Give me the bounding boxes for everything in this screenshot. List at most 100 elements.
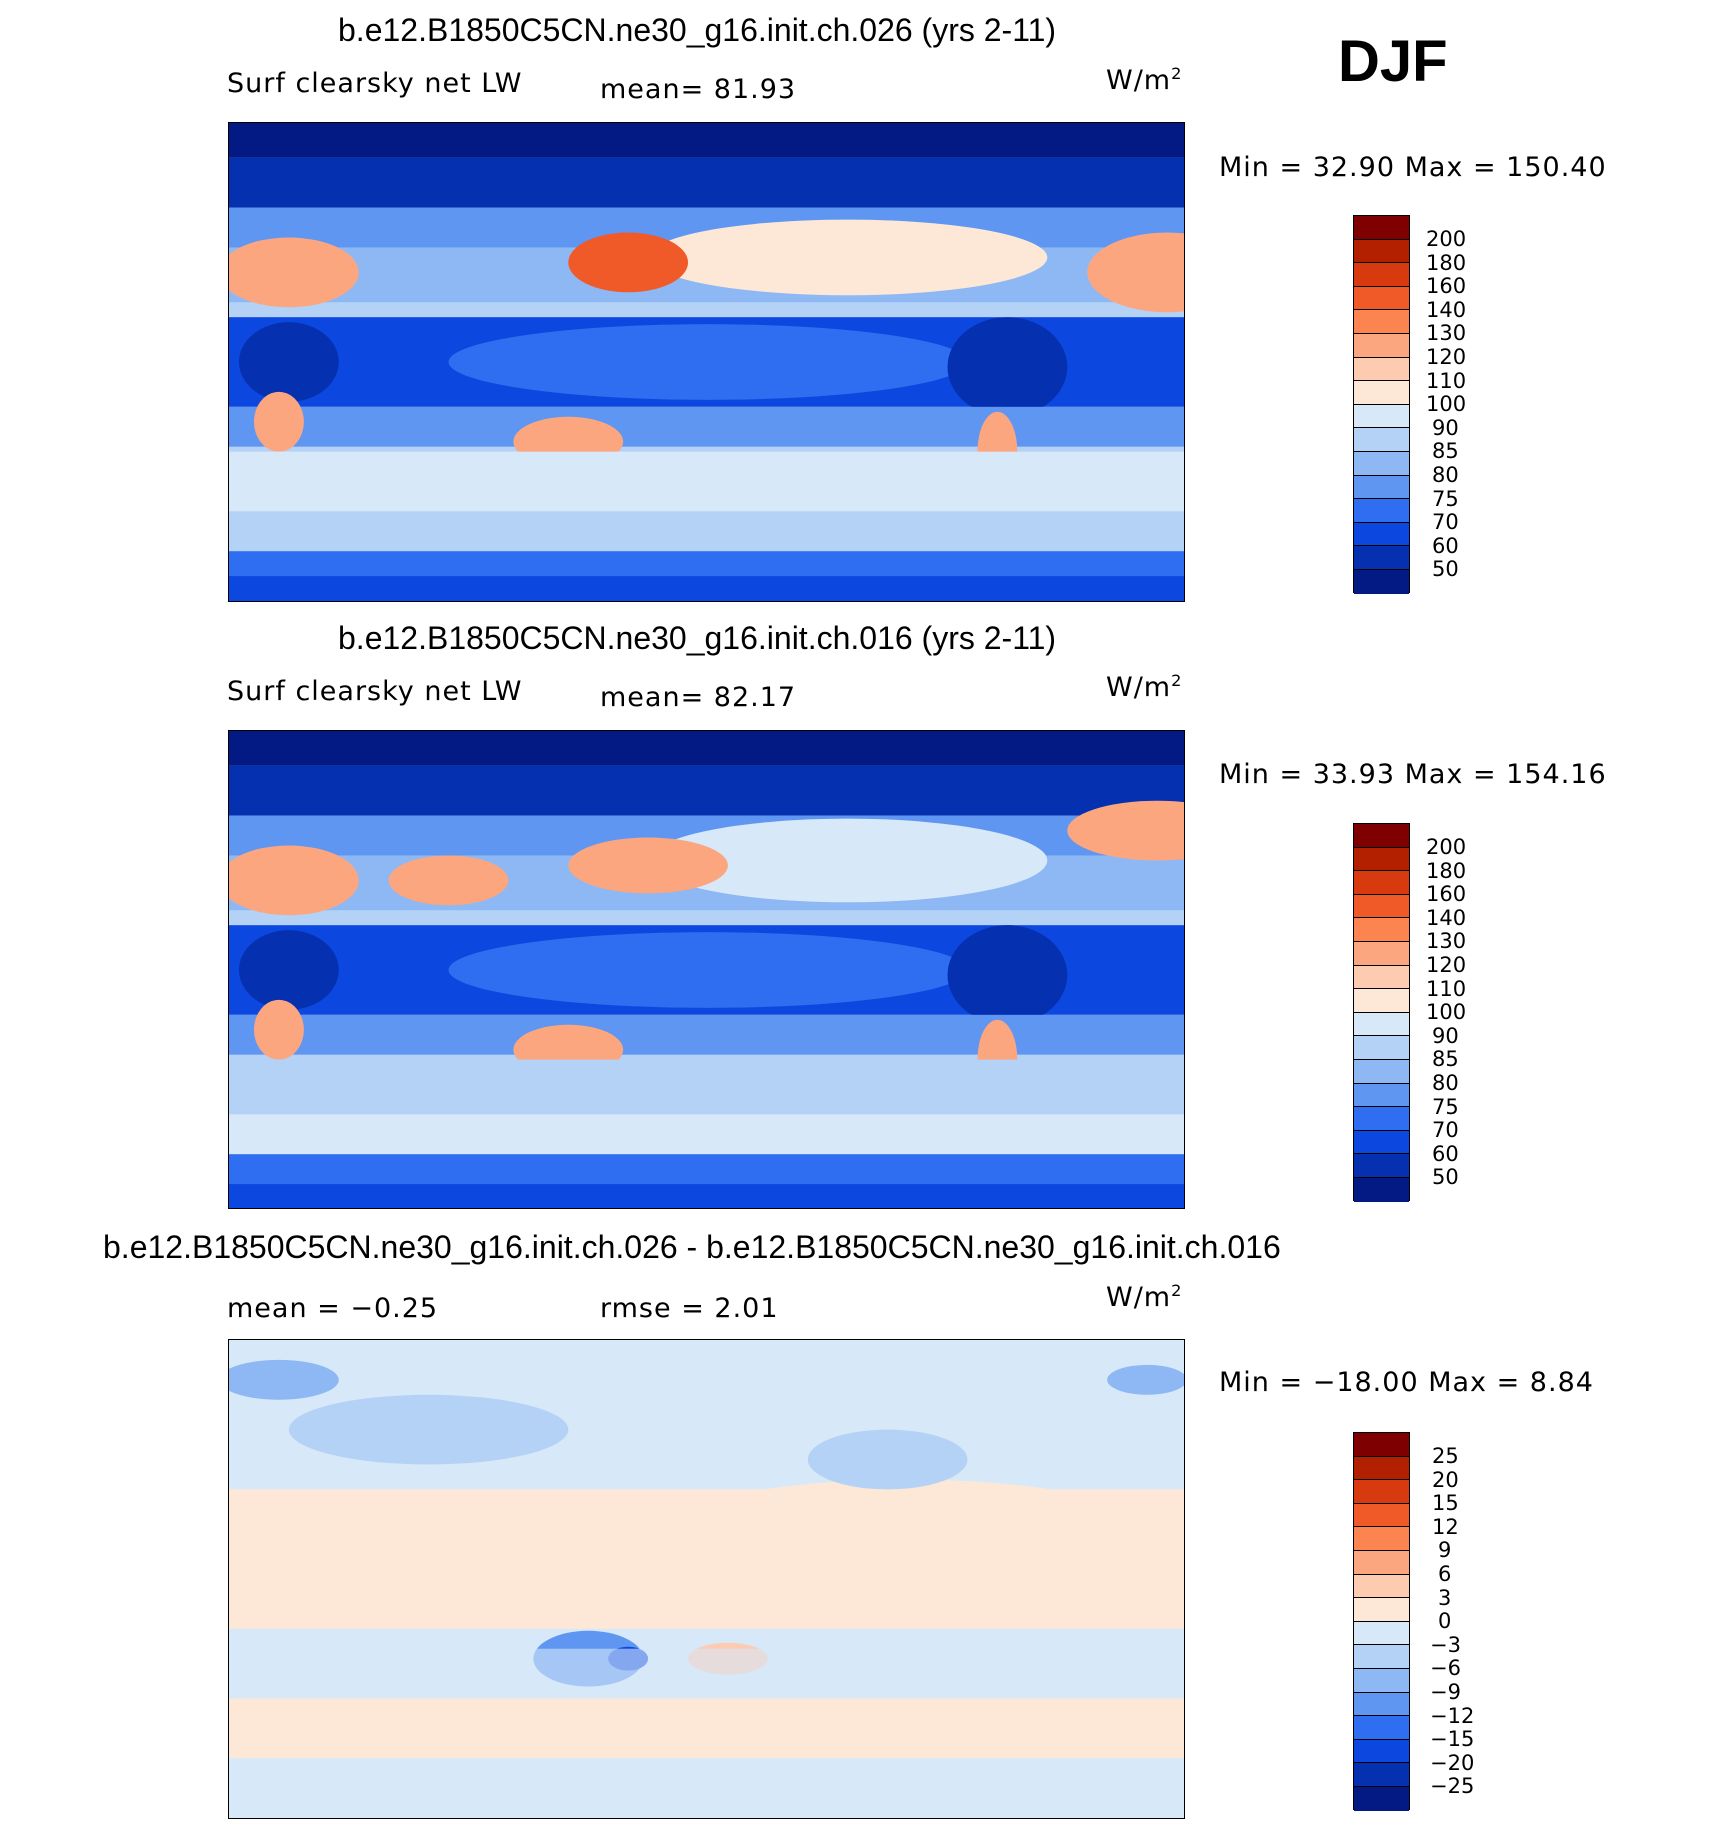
panel-2-units: W/m2 — [1106, 671, 1183, 703]
panel-2-map — [228, 730, 1185, 1209]
colorbar-tick-label: 120 — [1426, 953, 1467, 977]
colorbar-swatch — [1354, 1716, 1409, 1740]
colorbar-swatch — [1354, 847, 1409, 872]
colorbar-swatch — [1354, 1739, 1409, 1764]
colorbar-swatch — [1354, 1692, 1409, 1717]
colorbar-swatch — [1354, 918, 1409, 942]
colorbar-tick-label: 60 — [1432, 1142, 1459, 1166]
panel-1-mean-label: mean= 81.93 — [600, 74, 797, 105]
colorbar-swatch — [1354, 1107, 1409, 1131]
colorbar-tick-label: 200 — [1426, 835, 1467, 859]
colorbar-tick-label: 100 — [1426, 1000, 1467, 1024]
panel-2-variable-label: Surf clearsky net LW — [227, 676, 523, 707]
colorbar-swatch — [1354, 1177, 1409, 1202]
colorbar-tick-label: 180 — [1426, 251, 1467, 275]
colorbar-tick-label: 9 — [1438, 1538, 1452, 1562]
panel-2-min-max: Min = 33.93 Max = 154.16 — [1219, 759, 1607, 790]
colorbar-tick-label: 100 — [1426, 392, 1467, 416]
panel-1-colorbar — [1353, 215, 1410, 594]
colorbar-tick-label: 140 — [1426, 906, 1467, 930]
colorbar-swatch — [1354, 499, 1409, 523]
colorbar-swatch — [1354, 824, 1409, 848]
colorbar-swatch — [1354, 1480, 1409, 1504]
panel-2-colorbar — [1353, 823, 1410, 1202]
colorbar-tick-label: 20 — [1432, 1468, 1459, 1492]
colorbar-swatch — [1354, 428, 1409, 452]
colorbar-tick-label: 110 — [1426, 369, 1467, 393]
colorbar-swatch — [1354, 1763, 1409, 1787]
colorbar-tick-label: 50 — [1432, 1165, 1459, 1189]
panel-3-colorbar — [1353, 1432, 1410, 1811]
colorbar-tick-label: −25 — [1430, 1774, 1475, 1798]
colorbar-swatch — [1354, 1574, 1409, 1599]
colorbar-swatch — [1354, 1036, 1409, 1060]
colorbar-tick-label: 80 — [1432, 1071, 1459, 1095]
colorbar-tick-label: 75 — [1432, 1095, 1459, 1119]
colorbar-swatch — [1354, 1130, 1409, 1155]
colorbar-tick-label: 85 — [1432, 1047, 1459, 1071]
colorbar-swatch — [1354, 965, 1409, 990]
colorbar-swatch — [1354, 1433, 1409, 1457]
colorbar-tick-label: 130 — [1426, 321, 1467, 345]
colorbar-swatch — [1354, 894, 1409, 919]
colorbar-swatch — [1354, 1786, 1409, 1811]
colorbar-swatch — [1354, 357, 1409, 382]
panel-3-rmse-label: rmse = 2.01 — [600, 1293, 779, 1324]
colorbar-tick-label: 0 — [1438, 1609, 1452, 1633]
colorbar-tick-label: 70 — [1432, 1118, 1459, 1142]
colorbar-tick-label: 90 — [1432, 1024, 1459, 1048]
colorbar-swatch — [1354, 1083, 1409, 1108]
colorbar-swatch — [1354, 404, 1409, 429]
colorbar-tick-label: 200 — [1426, 227, 1467, 251]
colorbar-tick-label: 50 — [1432, 557, 1459, 581]
colorbar-swatch — [1354, 216, 1409, 240]
colorbar-tick-label: 80 — [1432, 463, 1459, 487]
colorbar-tick-label: 75 — [1432, 487, 1459, 511]
colorbar-swatch — [1354, 239, 1409, 264]
colorbar-tick-label: −15 — [1430, 1727, 1475, 1751]
panel-1-min-max: Min = 32.90 Max = 150.40 — [1219, 152, 1607, 183]
colorbar-swatch — [1354, 381, 1409, 405]
colorbar-tick-label: 3 — [1438, 1586, 1452, 1610]
panel-1-map — [228, 122, 1185, 602]
colorbar-swatch — [1354, 1621, 1409, 1646]
colorbar-swatch — [1354, 871, 1409, 895]
panel-1-units: W/m2 — [1106, 64, 1183, 96]
colorbar-tick-label: 120 — [1426, 345, 1467, 369]
colorbar-tick-label: −9 — [1430, 1680, 1461, 1704]
colorbar-tick-label: 6 — [1438, 1562, 1452, 1586]
colorbar-tick-label: 12 — [1432, 1515, 1459, 1539]
season-label: DJF — [1338, 29, 1448, 94]
colorbar-tick-label: 60 — [1432, 534, 1459, 558]
panel-3-title: b.e12.B1850C5CN.ne30_g16.init.ch.026 - b… — [103, 1229, 1281, 1265]
colorbar-swatch — [1354, 1550, 1409, 1575]
colorbar-swatch — [1354, 989, 1409, 1013]
colorbar-tick-label: −20 — [1430, 1751, 1475, 1775]
panel-1-variable-label: Surf clearsky net LW — [227, 68, 523, 99]
colorbar-swatch — [1354, 286, 1409, 311]
panel-2-title: b.e12.B1850C5CN.ne30_g16.init.ch.016 (yr… — [338, 620, 1057, 656]
colorbar-tick-label: 85 — [1432, 439, 1459, 463]
colorbar-swatch — [1354, 475, 1409, 500]
colorbar-tick-label: 90 — [1432, 416, 1459, 440]
colorbar-swatch — [1354, 1154, 1409, 1178]
colorbar-swatch — [1354, 1668, 1409, 1693]
panel-3-mean-label: mean = −0.25 — [227, 1293, 439, 1324]
colorbar-tick-label: 25 — [1432, 1444, 1459, 1468]
panel-1-title: b.e12.B1850C5CN.ne30_g16.init.ch.026 (yr… — [338, 12, 1057, 48]
colorbar-tick-label: −3 — [1430, 1633, 1461, 1657]
colorbar-tick-label: 130 — [1426, 929, 1467, 953]
colorbar-tick-label: −12 — [1430, 1704, 1475, 1728]
panel-3-units: W/m2 — [1106, 1281, 1183, 1313]
colorbar-swatch — [1354, 1456, 1409, 1481]
colorbar-tick-label: 110 — [1426, 977, 1467, 1001]
colorbar-swatch — [1354, 1059, 1409, 1084]
colorbar-swatch — [1354, 310, 1409, 334]
colorbar-tick-label: 140 — [1426, 298, 1467, 322]
colorbar-tick-label: 180 — [1426, 859, 1467, 883]
panel-2-mean-label: mean= 82.17 — [600, 682, 797, 713]
colorbar-swatch — [1354, 263, 1409, 287]
colorbar-swatch — [1354, 1012, 1409, 1037]
colorbar-swatch — [1354, 569, 1409, 594]
colorbar-tick-label: 15 — [1432, 1491, 1459, 1515]
